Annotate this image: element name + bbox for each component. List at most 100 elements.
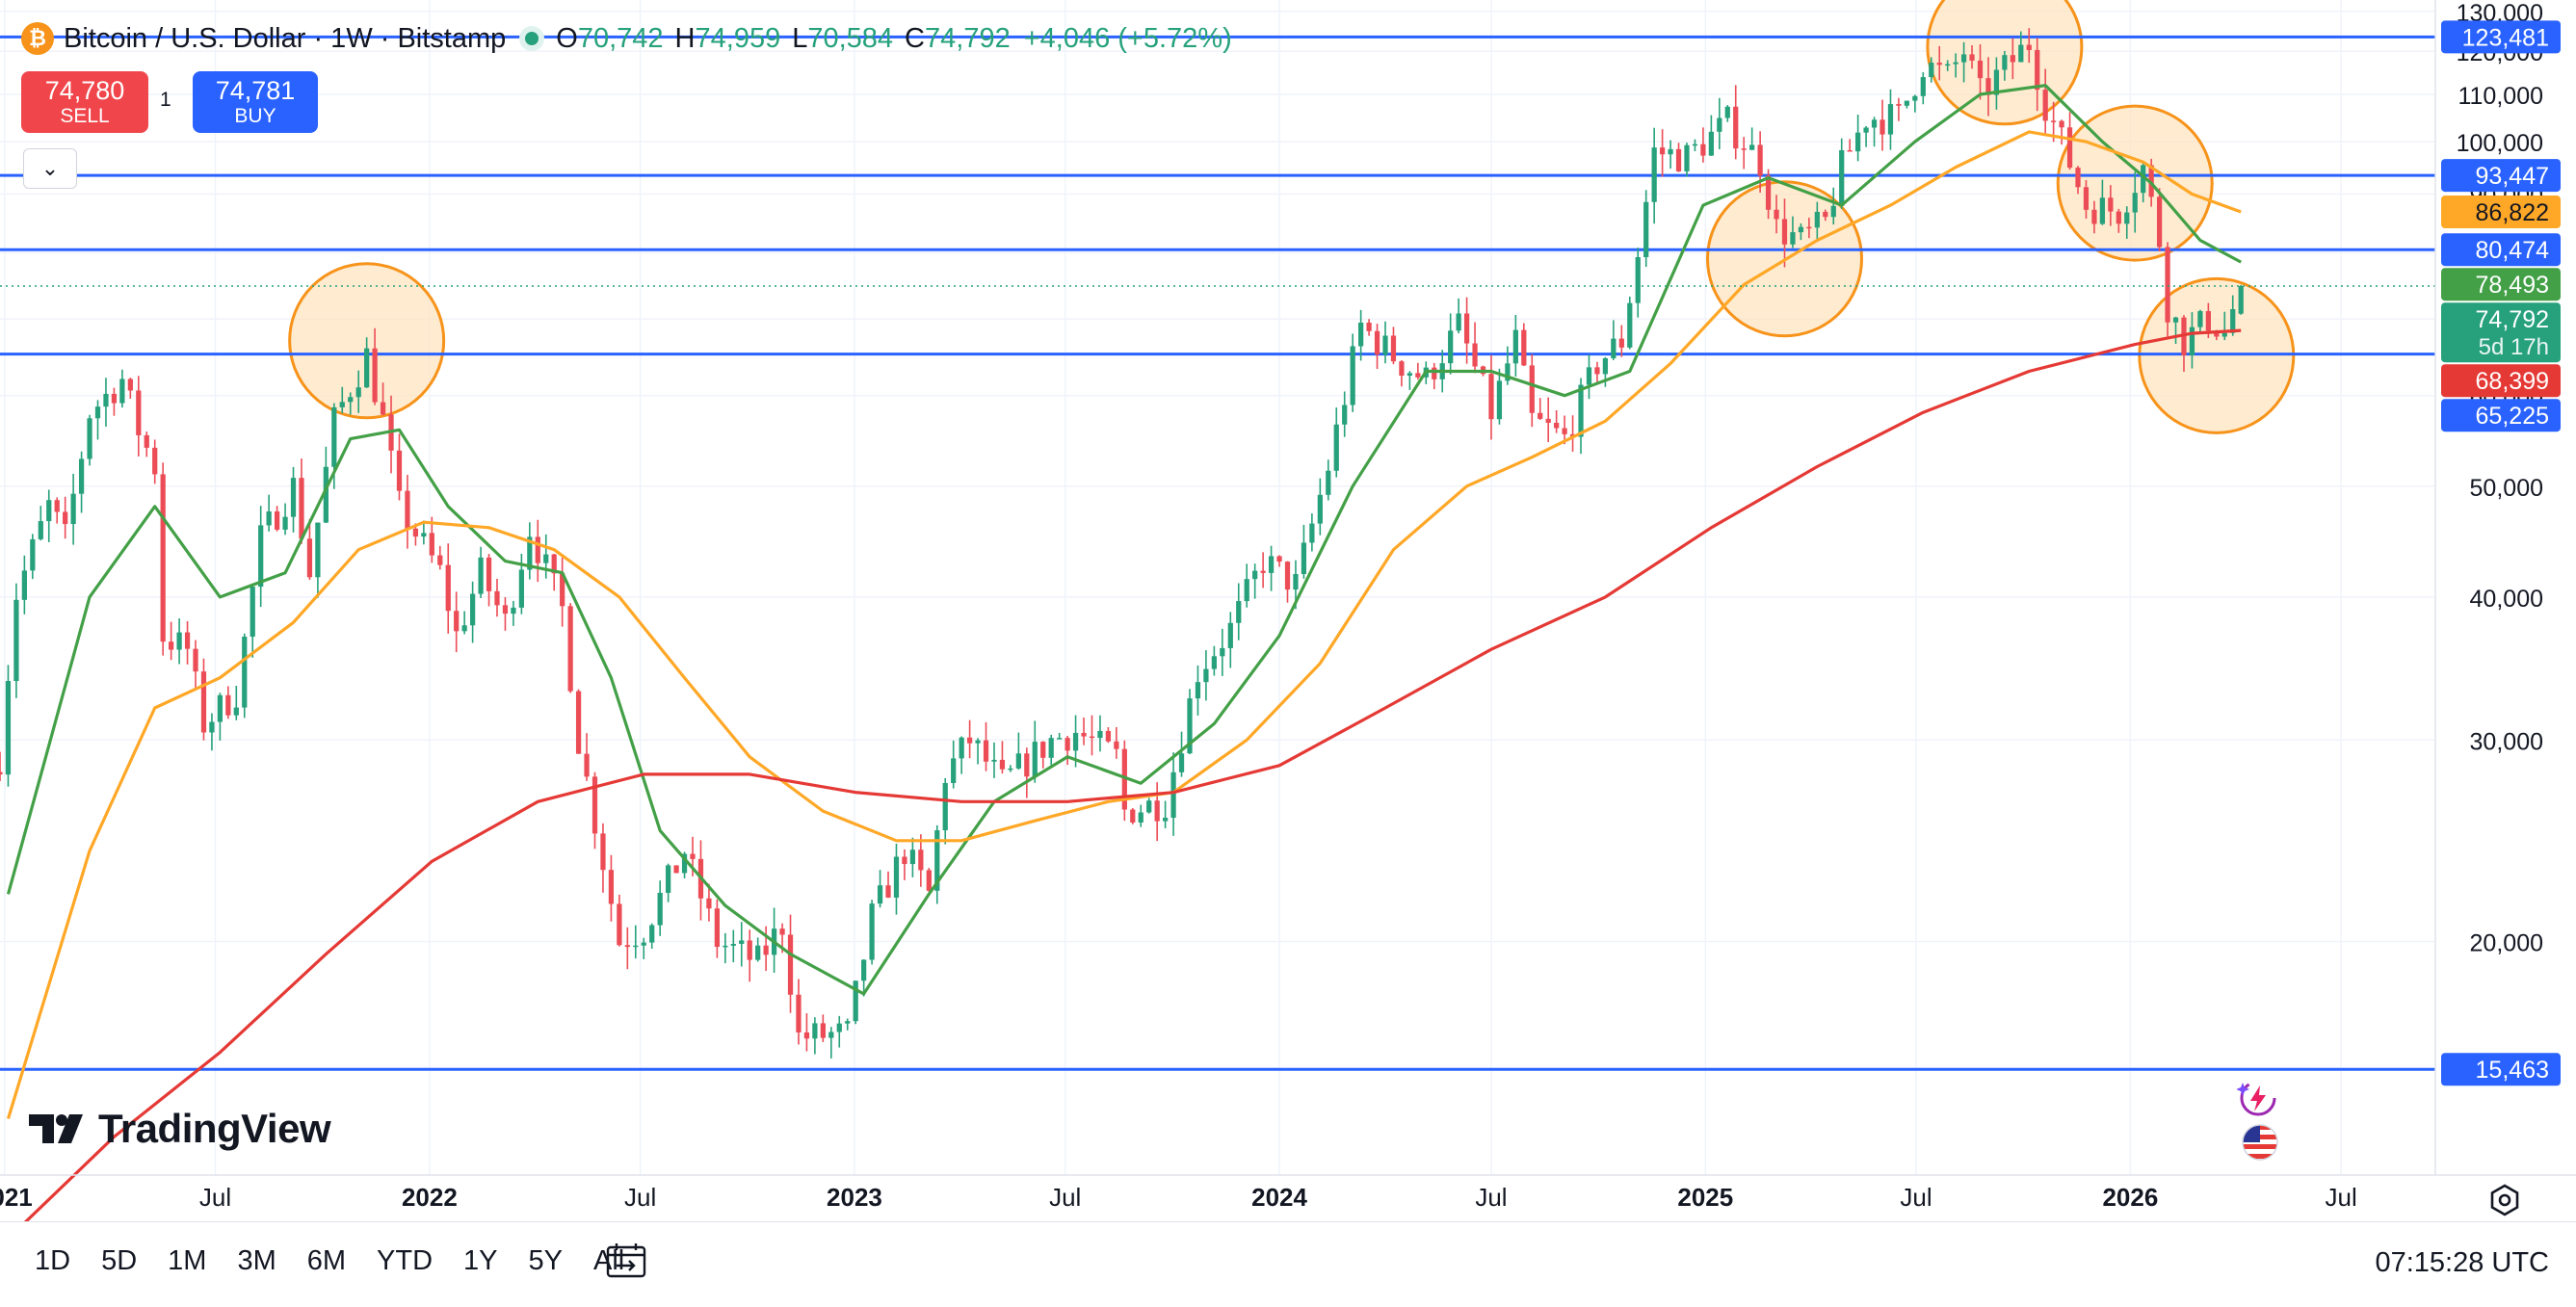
- candle-body: [2132, 193, 2138, 213]
- candle-body: [853, 980, 858, 1022]
- candle-body: [1863, 127, 1869, 133]
- candle-body: [258, 525, 264, 588]
- candle-body: [1774, 209, 1779, 220]
- candle-body: [1260, 570, 1266, 573]
- y-tick-label: 40,000: [2470, 586, 2543, 613]
- candle-body: [1195, 682, 1201, 699]
- candle-body: [608, 870, 615, 904]
- candle-body: [535, 536, 540, 563]
- candle-body: [1896, 104, 1902, 106]
- timeframe-button-ytd[interactable]: YTD: [377, 1245, 434, 1276]
- candle-body: [1488, 374, 1494, 420]
- candle-body: [348, 397, 354, 403]
- candle-body: [1293, 574, 1299, 590]
- buy-button[interactable]: 74,781 BUY: [193, 71, 318, 133]
- candle-body: [2010, 55, 2015, 63]
- x-tick-label: 2023: [827, 1183, 882, 1212]
- candle-body: [869, 903, 875, 960]
- y-tick-label: 20,000: [2470, 930, 2543, 957]
- candle-body: [1057, 738, 1063, 740]
- candle-body: [1097, 730, 1103, 739]
- candle-body: [1936, 63, 1942, 65]
- candle-body: [1015, 753, 1021, 769]
- candle-body: [1798, 226, 1804, 233]
- candle-body: [1121, 748, 1127, 810]
- candle-body: [885, 885, 891, 898]
- change-value: +4,046 (+5.72%): [1023, 22, 1232, 54]
- candle-body: [918, 850, 924, 871]
- ai-assistant-icon[interactable]: [2237, 1077, 2279, 1119]
- symbol-header[interactable]: ₿ Bitcoin / U.S. Dollar · 1W · Bitstamp …: [21, 17, 1232, 60]
- candle-body: [1545, 418, 1551, 423]
- timeframe-button-1d[interactable]: 1D: [35, 1245, 71, 1276]
- candle-body: [63, 511, 68, 525]
- candle-body: [2189, 327, 2195, 355]
- timeframe-button-3m[interactable]: 3M: [237, 1245, 276, 1276]
- candle-body: [909, 850, 916, 865]
- candle-body: [1301, 542, 1307, 575]
- tradingview-logo-text: TradingView: [98, 1106, 331, 1151]
- candle-body: [1366, 322, 1372, 331]
- gear-icon[interactable]: [2487, 1183, 2522, 1217]
- candle-body: [999, 759, 1006, 770]
- candle-body: [1081, 732, 1087, 737]
- candle-body: [1456, 313, 1461, 331]
- candle-body: [2018, 44, 2024, 63]
- x-tick-label: 2021: [0, 1183, 33, 1212]
- candle-body: [323, 466, 329, 523]
- candle-body: [1806, 226, 1812, 229]
- candle-body: [13, 599, 19, 682]
- candle-body: [2042, 90, 2048, 121]
- utc-clock[interactable]: 07:15:28 UTC: [2375, 1247, 2549, 1278]
- candle-body: [1350, 346, 1355, 405]
- candle-body: [144, 434, 149, 448]
- x-tick-label: Jul: [1900, 1183, 1932, 1212]
- candle-body: [152, 447, 158, 475]
- candle-body: [2221, 332, 2227, 337]
- candle-body: [494, 590, 500, 606]
- order-quantity[interactable]: 1: [160, 89, 171, 111]
- candle-body: [861, 959, 867, 981]
- candle-body: [1929, 63, 1934, 78]
- timeframe-button-1m[interactable]: 1M: [168, 1245, 207, 1276]
- candle-body: [812, 1023, 818, 1039]
- date-range-icon[interactable]: [605, 1242, 647, 1280]
- candle-body: [1187, 698, 1193, 754]
- candle-body: [1741, 148, 1747, 150]
- candle-body: [30, 538, 36, 571]
- candle-body: [46, 500, 52, 522]
- candle-body: [1162, 818, 1169, 822]
- candle-body: [1521, 329, 1527, 366]
- candle-body: [1765, 175, 1772, 210]
- candle-body: [1170, 771, 1176, 819]
- candle-body: [1887, 104, 1894, 135]
- candle-body: [649, 925, 655, 943]
- timeframe-button-6m[interactable]: 6M: [306, 1245, 347, 1276]
- candle-body: [200, 671, 207, 733]
- candle-body: [1781, 219, 1788, 245]
- candle-body: [755, 945, 761, 960]
- timeframe-button-5d[interactable]: 5D: [101, 1245, 138, 1276]
- time-axis[interactable]: 2021 Jul 2022 Jul 2023 Jul 2024 Jul 2025 Jul 2026 J…: [0, 1174, 2576, 1212]
- collapse-toggle-button[interactable]: ⌄: [23, 148, 77, 189]
- tradingview-logo[interactable]: TradingView: [27, 1106, 331, 1152]
- y-tick-label: 110,000: [2458, 83, 2543, 110]
- timeframe-button-1y[interactable]: 1Y: [463, 1245, 498, 1276]
- candle-body: [1790, 232, 1796, 245]
- candle-body: [600, 833, 606, 871]
- candle-body: [445, 564, 451, 612]
- candle-body: [1717, 118, 1722, 132]
- candle-body: [975, 740, 981, 744]
- candle-body: [1757, 144, 1763, 176]
- timeframe-button-5y[interactable]: 5Y: [528, 1245, 564, 1276]
- candle-body: [1065, 738, 1070, 751]
- candle-body: [1627, 302, 1633, 348]
- candle-body: [567, 606, 573, 692]
- price-chart[interactable]: 20,00030,00040,00050,00060,00070,00080,0…: [0, 0, 2576, 1221]
- sell-button[interactable]: 74,780 SELL: [21, 71, 148, 133]
- candle-body: [617, 903, 622, 946]
- candle-body: [2165, 247, 2170, 323]
- candle-body: [959, 737, 964, 759]
- candle-body: [225, 694, 231, 716]
- symbol-title[interactable]: Bitcoin / U.S. Dollar · 1W · Bitstamp: [64, 22, 507, 54]
